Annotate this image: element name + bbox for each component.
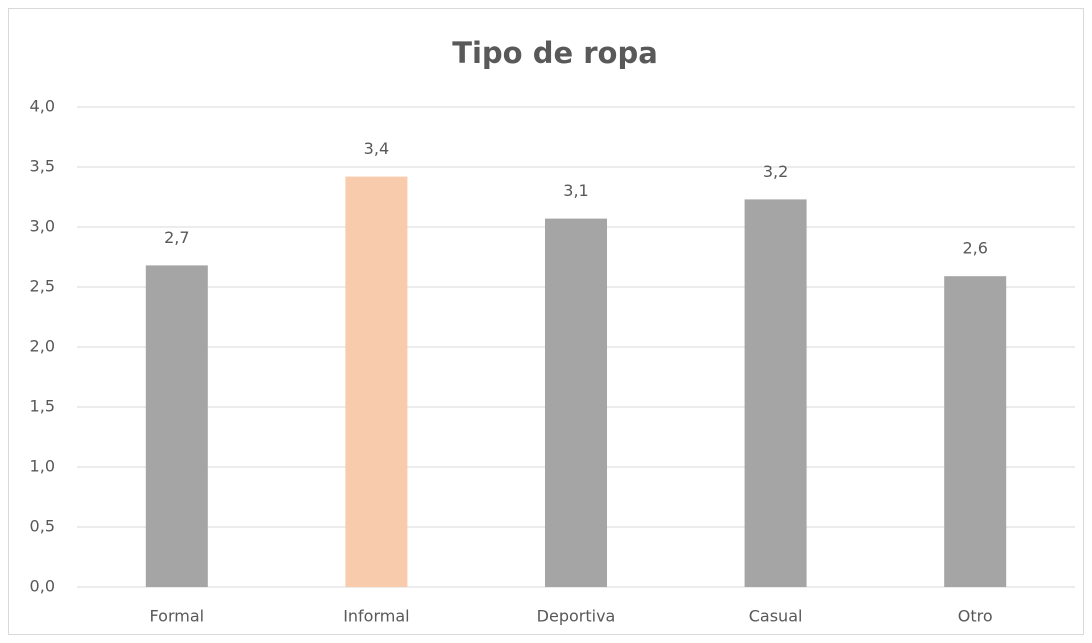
- bar: [744, 199, 807, 587]
- y-tick-label: 1,0: [30, 457, 55, 476]
- y-tick-label: 0,0: [30, 577, 55, 596]
- data-label: 3,1: [563, 181, 588, 200]
- bar: [545, 218, 607, 587]
- y-tick-label: 4,0: [30, 97, 55, 116]
- data-label: 2,6: [962, 239, 987, 258]
- chart-title: Tipo de ropa: [452, 36, 658, 70]
- data-label: 2,7: [164, 228, 189, 247]
- y-tick-label: 3,5: [30, 157, 55, 176]
- y-tick-label: 2,5: [30, 277, 55, 296]
- y-tick-label: 1,5: [30, 397, 55, 416]
- bar: [345, 176, 408, 587]
- x-tick-label: Casual: [749, 607, 803, 626]
- bar: [944, 276, 1007, 587]
- bar: [145, 265, 208, 587]
- y-tick-label: 2,0: [30, 337, 55, 356]
- x-tick-label: Formal: [150, 607, 205, 626]
- data-label: 3,2: [763, 162, 788, 181]
- data-label: 3,4: [364, 139, 389, 158]
- x-tick-label: Deportiva: [537, 607, 616, 626]
- y-tick-label: 0,5: [30, 517, 55, 536]
- y-tick-label: 3,0: [30, 217, 55, 236]
- x-tick-label: Otro: [958, 607, 993, 626]
- x-tick-label: Informal: [343, 607, 409, 626]
